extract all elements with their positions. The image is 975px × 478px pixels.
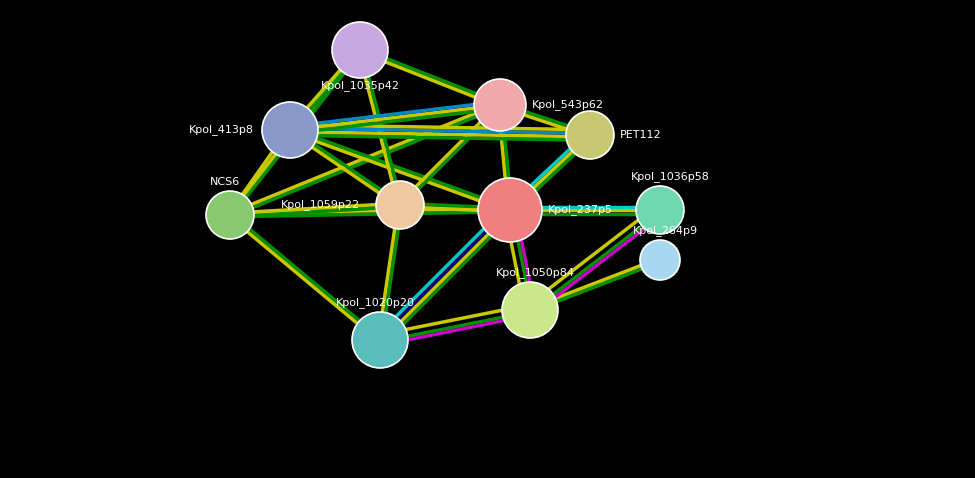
Ellipse shape (636, 186, 684, 234)
Ellipse shape (376, 181, 424, 229)
Ellipse shape (566, 111, 614, 159)
Ellipse shape (502, 282, 558, 338)
Text: Kpol_1050p84: Kpol_1050p84 (495, 267, 574, 278)
Ellipse shape (352, 312, 408, 368)
Ellipse shape (206, 191, 254, 239)
Text: Kpol_1036p58: Kpol_1036p58 (631, 171, 710, 182)
Text: Kpol_237p5: Kpol_237p5 (548, 205, 613, 216)
Text: Kpol_264p9: Kpol_264p9 (633, 225, 697, 236)
Ellipse shape (332, 22, 388, 78)
Ellipse shape (478, 178, 542, 242)
Ellipse shape (640, 240, 680, 280)
Text: PET112: PET112 (620, 130, 662, 140)
Text: Kpol_543p62: Kpol_543p62 (532, 99, 604, 110)
Text: Kpol_1059p22: Kpol_1059p22 (281, 199, 360, 210)
Text: Kpol_1035p42: Kpol_1035p42 (321, 80, 400, 91)
Text: Kpol_413p8: Kpol_413p8 (189, 125, 254, 135)
Ellipse shape (262, 102, 318, 158)
Text: NCS6: NCS6 (210, 177, 240, 187)
Ellipse shape (474, 79, 526, 131)
Text: Kpol_1020p20: Kpol_1020p20 (335, 297, 414, 308)
